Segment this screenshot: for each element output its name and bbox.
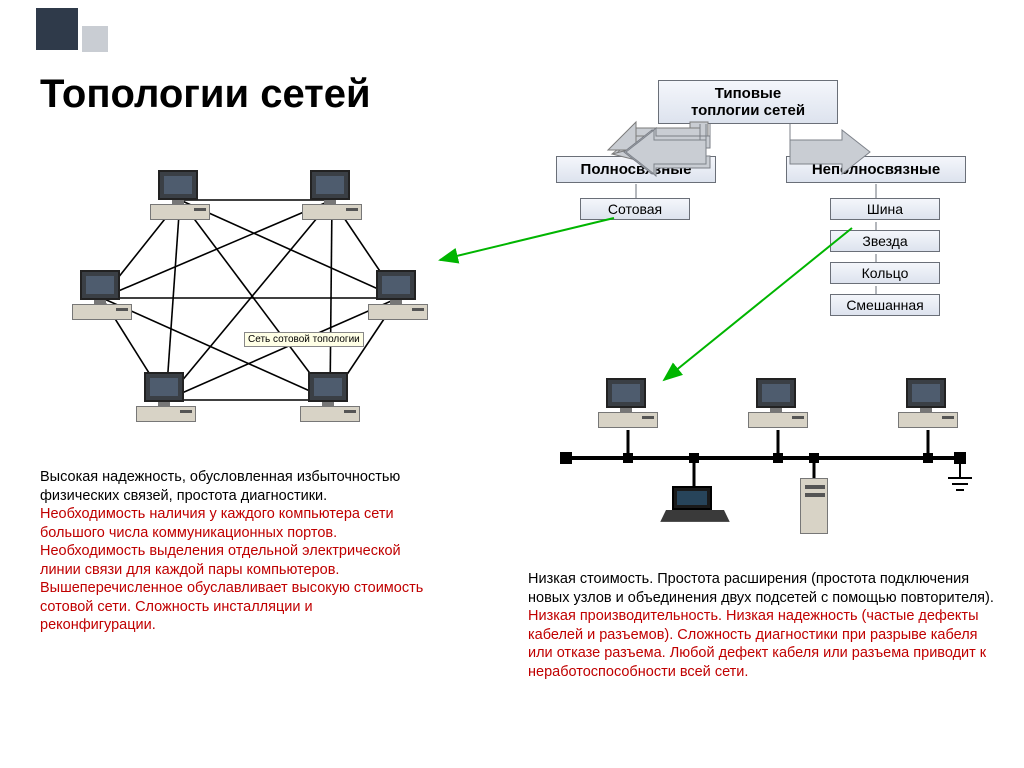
leaf-bus: Шина	[830, 198, 940, 220]
pc-icon	[72, 270, 132, 326]
box-not-fully-connected: Неполносвязные	[786, 156, 966, 183]
deco-square-dark	[36, 8, 78, 50]
laptop-icon	[666, 486, 724, 526]
block-arrow-l	[608, 122, 708, 160]
pc-icon	[302, 170, 362, 226]
leaf-cellular: Сотовая	[580, 198, 690, 220]
box-root: Типовые топлогии сетей	[658, 80, 838, 124]
leaf-star: Звезда	[830, 230, 940, 252]
mesh-tooltip: Сеть сотовой топологии	[244, 332, 364, 347]
pc-icon	[150, 170, 210, 226]
pc-icon	[368, 270, 428, 326]
mesh-edges	[102, 200, 398, 400]
leaf-ring: Кольцо	[830, 262, 940, 284]
text-left: Высокая надежность, обусловленная избыто…	[40, 468, 430, 635]
tower-icon	[800, 478, 828, 534]
pc-icon	[898, 378, 958, 434]
ground-icon	[948, 464, 972, 490]
green-arrow-1	[440, 218, 614, 260]
page-title: Топологии сетей	[40, 72, 371, 117]
box-fully-connected: Полносвязные	[556, 156, 716, 183]
deco-square-light	[82, 26, 108, 52]
text-left-red: Необходимость наличия у каждого компьюте…	[40, 506, 423, 633]
pc-icon	[136, 372, 196, 428]
text-right: Низкая стоимость. Простота расширения (п…	[528, 570, 996, 681]
leaf-mixed: Смешанная	[830, 294, 940, 316]
pc-icon	[300, 372, 360, 428]
text-left-black: Высокая надежность, обусловленная избыто…	[40, 469, 400, 504]
text-right-red: Низкая производительность. Низкая надежн…	[528, 608, 986, 680]
pc-icon	[748, 378, 808, 434]
block-arrow-left	[612, 122, 700, 154]
pc-icon	[598, 378, 658, 434]
green-arrow-2	[664, 228, 852, 380]
text-right-black: Низкая стоимость. Простота расширения (п…	[528, 571, 994, 606]
